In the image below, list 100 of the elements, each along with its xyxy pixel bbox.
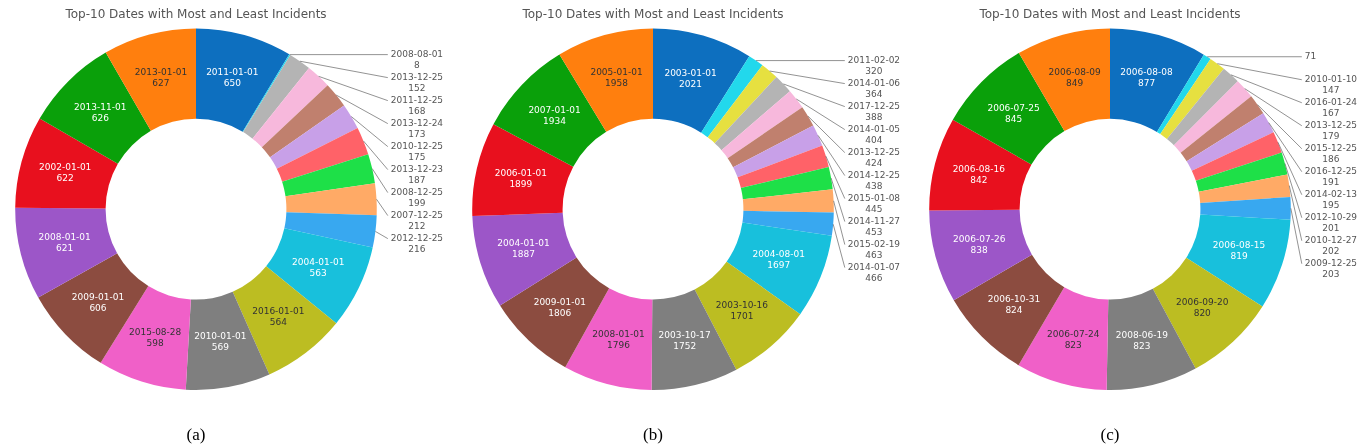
slice-label: 2010-12-25 [390,140,444,151]
data-label: 626 [91,113,110,123]
slice-label: 2006-10-31 [987,293,1041,304]
chart-title: Top-10 Dates with Most and Least Incidents [978,7,1241,22]
slice-label: 2017-12-25 [847,100,901,111]
data-label: 453 [865,226,883,237]
data-label: 842 [970,174,988,185]
data-label: 1701 [730,311,754,322]
slice-label: 2011-01-01 [206,67,259,78]
slice-label: 2006-01-01 [494,167,547,178]
slice-label: 2008-06-19 [1115,329,1169,340]
slice-label: 2015-02-19 [847,238,901,249]
slice-label: 2013-12-24 [390,117,444,128]
slice-label: 2008-01-01 [38,231,91,242]
data-label: 838 [970,244,989,255]
data-label: 849 [1066,78,1084,89]
data-label: 1796 [607,340,631,351]
data-label: 179 [1322,131,1340,142]
slice-label: 2006-08-15 [1212,239,1266,250]
data-label: 606 [89,302,107,313]
slice-label: 2016-01-24 [1304,97,1358,108]
data-label: 167 [1322,108,1340,119]
slice-label: 2009-01-01 [71,291,125,302]
data-label: 823 [1133,340,1151,351]
slice-label: 2010-12-27 [1304,235,1358,246]
slice-label: 2014-02-13 [1304,189,1358,200]
slice-label: 2014-01-06 [847,77,901,88]
data-label: 819 [1230,250,1248,261]
data-label: 1958 [605,78,629,89]
data-label: 216 [408,243,426,254]
text: (c) [1100,425,1120,444]
slice-label: 2005-01-01 [590,67,643,78]
data-label: 320 [865,65,883,76]
data-label: 466 [865,272,883,283]
slice-label: 2014-11-27 [847,215,901,226]
data-label: 152 [408,82,426,93]
chart-title: Top-10 Dates with Most and Least Incidents [521,7,784,22]
data-label: 2021 [679,78,703,89]
slice-label: 2006-07-25 [987,102,1040,113]
data-label: 1899 [509,178,533,189]
slice-label: 2009-12-25 [1304,258,1358,269]
data-label: 1934 [543,115,567,126]
data-label: 203 [1322,269,1340,280]
slice-label: 2013-12-25 [847,146,901,157]
data-label: 404 [865,134,883,145]
data-label: 364 [865,88,883,99]
data-label: 195 [1322,200,1340,211]
chart-title: Top-10 Dates with Most and Least Incidents [64,7,327,22]
data-label: 877 [1137,78,1156,89]
slice-label: 2013-01-01 [134,67,188,78]
slice-label: 2003-01-01 [664,67,717,78]
data-label: 463 [865,249,883,260]
data-label: 824 [1005,304,1023,315]
data-label: 199 [408,197,426,208]
slice-label: 2012-10-29 [1304,212,1358,223]
data-label: 201 [1322,223,1340,234]
slice-label: 2006-08-16 [952,163,1006,174]
data-label: 845 [1005,113,1023,124]
slice-label: 2011-02-02 [847,54,901,65]
slice-label: 2016-12-25 [1304,166,1358,177]
data-label: 147 [1322,85,1340,96]
data-label: 563 [309,267,327,278]
data-label: 187 [408,174,426,185]
data-label: 186 [1322,154,1340,165]
data-label: 1806 [548,307,572,318]
text: (a) [186,425,206,444]
data-label: 438 [865,180,883,191]
slice-label: 2016-01-01 [252,305,305,316]
data-label: 212 [408,220,426,231]
slice-label: 2008-08-01 [390,48,444,59]
data-label: 173 [408,128,426,139]
slice-label: 2013-12-23 [390,163,444,174]
slice-label: 2013-12-25 [390,71,444,82]
slice-label: 2014-01-07 [847,261,901,272]
slice-label: 2004-08-01 [752,248,805,259]
data-label: 71 [1304,51,1317,62]
slice-label: 2006-09-20 [1176,297,1229,308]
slice-label: 2003-10-16 [715,300,769,311]
slice-label: 2004-01-01 [292,256,345,267]
data-label: 621 [56,242,74,253]
data-label: 388 [865,111,883,122]
slice-label: 2006-07-26 [953,233,1006,244]
data-label: 202 [1322,246,1340,257]
slice-label: 2015-08-28 [129,327,182,338]
slice-label: 2012-12-25 [390,232,444,243]
slice-label: 2006-08-09 [1048,67,1102,78]
slice-label: 2008-12-25 [390,186,444,197]
data-label: 598 [146,338,165,349]
slice-label: 2008-01-01 [592,329,645,340]
slice-label: 2013-12-25 [1304,120,1358,131]
data-label: 627 [152,78,170,89]
data-label: 175 [408,151,426,162]
data-label: 650 [223,78,242,89]
data-label: 191 [1322,177,1340,188]
data-label: 1752 [673,340,697,351]
slice-label: 2013-11-01 [74,102,127,112]
slice-label: 2015-12-25 [1304,143,1358,154]
data-label: 445 [865,203,883,214]
data-label: 424 [865,157,883,168]
slice-label: 2010-01-10 [1304,74,1358,85]
